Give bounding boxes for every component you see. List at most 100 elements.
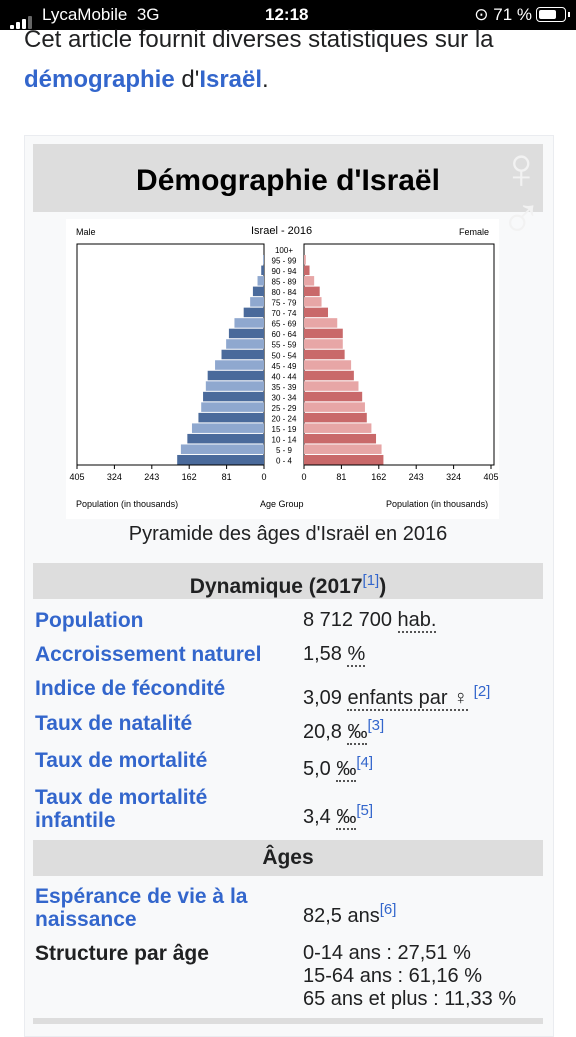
x-tick-label: 162 xyxy=(371,472,386,482)
female-bar xyxy=(304,255,306,265)
mortalite-value: 5,0 ‰[4] xyxy=(303,754,374,782)
x-tick-label: 0 xyxy=(301,472,306,482)
x-label-center: Age Group xyxy=(260,499,304,509)
signal-icon xyxy=(10,9,34,29)
gender-symbols-icon: ♀ ♂ xyxy=(499,136,544,251)
esperance-value: 82,5 ans[6] xyxy=(303,901,397,927)
female-bar xyxy=(304,423,372,433)
status-bar: LycaMobile 3G 12:18 ⊙ 71 % xyxy=(0,0,576,30)
x-tick-label: 81 xyxy=(222,472,232,482)
female-bar xyxy=(304,349,345,360)
x-label-left: Population (in thousands) xyxy=(76,499,179,509)
age-group-label: 75 - 79 xyxy=(272,299,297,308)
female-bar xyxy=(304,307,329,318)
male-bar xyxy=(243,307,264,318)
ref-1[interactable]: [1] xyxy=(362,572,380,589)
esperance-label[interactable]: Espérance de vie à la naissance xyxy=(35,885,248,931)
age-group-label: 45 - 49 xyxy=(272,362,297,371)
male-bar xyxy=(252,286,264,297)
female-bar xyxy=(304,444,382,454)
clock: 12:18 xyxy=(265,5,309,24)
next-section-bar xyxy=(33,1018,543,1024)
ref-3[interactable]: [3] xyxy=(367,717,385,734)
age-group-label: 100+ xyxy=(275,246,293,255)
male-bar xyxy=(228,328,264,339)
male-bar xyxy=(261,265,264,276)
age-group-label: 40 - 44 xyxy=(272,372,297,381)
male-bar xyxy=(215,360,264,370)
rotation-lock-icon: ⊙ xyxy=(474,5,489,24)
age-group-label: 15 - 19 xyxy=(272,425,297,434)
female-bar xyxy=(304,454,384,465)
female-bar xyxy=(304,297,322,307)
x-label-right: Population (in thousands) xyxy=(386,499,489,509)
male-bar xyxy=(263,255,264,265)
x-tick-label: 0 xyxy=(261,472,266,482)
age-group-label: 50 - 54 xyxy=(272,351,297,360)
female-bar xyxy=(304,318,338,328)
accroissement-value: 1,58 % xyxy=(303,643,366,667)
x-tick-label: 405 xyxy=(69,472,84,482)
ref-6[interactable]: [6] xyxy=(379,901,397,918)
accroissement-label[interactable]: Accroissement naturel xyxy=(35,643,262,666)
x-tick-label: 324 xyxy=(107,472,122,482)
ref-2[interactable]: [2] xyxy=(473,683,491,700)
age-group-label: 95 - 99 xyxy=(272,257,297,266)
female-bar xyxy=(304,433,377,444)
male-bar xyxy=(234,318,264,328)
male-bar xyxy=(205,381,264,391)
male-bar xyxy=(250,297,264,307)
natalite-label[interactable]: Taux de natalité xyxy=(35,712,193,735)
age-group-label: 10 - 14 xyxy=(272,435,297,444)
age-group-label: 5 - 9 xyxy=(276,446,293,455)
structure-values: 0-14 ans : 27,51 % 15-64 ans : 61,16 % 6… xyxy=(303,942,517,1010)
ref-5[interactable]: [5] xyxy=(356,802,374,819)
female-bar xyxy=(304,412,367,423)
male-bar xyxy=(191,423,264,433)
israel-link[interactable]: Israël xyxy=(199,66,263,93)
section-ages: Âges xyxy=(33,840,543,876)
intro-paragraph: Cet article fournit diverses statistique… xyxy=(24,26,494,93)
female-bar xyxy=(304,286,320,297)
female-bar xyxy=(304,391,363,402)
age-group-label: 30 - 34 xyxy=(272,393,297,402)
ref-4[interactable]: [4] xyxy=(356,754,374,771)
x-tick-label: 405 xyxy=(483,472,498,482)
age-group-label: 85 - 89 xyxy=(272,278,297,287)
age-group-label: 25 - 29 xyxy=(272,404,297,413)
female-bar xyxy=(304,381,359,391)
age-group-label: 55 - 59 xyxy=(272,341,297,350)
male-label: Male xyxy=(76,227,96,237)
mortalite-infantile-value: 3,4 ‰[5] xyxy=(303,802,374,830)
fecondite-label[interactable]: Indice de fécondité xyxy=(35,677,226,700)
female-bar xyxy=(304,360,352,370)
pyramid-caption: Pyramide des âges d'Israël en 2016 xyxy=(128,523,448,545)
infobox-title: ♀ ♂ Démographie d'Israël xyxy=(33,140,543,248)
male-bar xyxy=(187,433,264,444)
male-bar xyxy=(201,402,264,412)
x-tick-label: 162 xyxy=(182,472,197,482)
age-group-label: 65 - 69 xyxy=(272,320,297,329)
fecondite-value: 3,09 enfants par ♀ [2] xyxy=(303,683,491,711)
population-value: 8 712 700 hab. xyxy=(303,609,437,633)
female-bar xyxy=(304,265,310,276)
population-label[interactable]: Population xyxy=(35,609,144,632)
x-tick-label: 243 xyxy=(409,472,424,482)
female-bar xyxy=(304,328,343,339)
age-group-label: 80 - 84 xyxy=(272,288,297,297)
male-bar xyxy=(257,276,264,286)
x-tick-label: 81 xyxy=(336,472,346,482)
mortalite-label[interactable]: Taux de mortalité xyxy=(35,749,208,772)
age-group-label: 60 - 64 xyxy=(272,330,297,339)
male-bar xyxy=(203,391,264,402)
population-pyramid[interactable]: Male Israel - 2016 Female 100+ 95 - 99 90 … xyxy=(66,219,499,519)
demographie-link[interactable]: démographie xyxy=(24,66,175,93)
age-group-label: 35 - 39 xyxy=(272,383,297,392)
section-dynamique: Dynamique (2017[1]) xyxy=(33,563,543,599)
female-bar xyxy=(304,339,343,349)
mortalite-infantile-label[interactable]: Taux de mortalité infantile xyxy=(35,786,208,832)
x-tick-label: 324 xyxy=(446,472,461,482)
battery-area: ⊙ 71 % xyxy=(474,5,570,25)
male-bar xyxy=(207,370,264,381)
